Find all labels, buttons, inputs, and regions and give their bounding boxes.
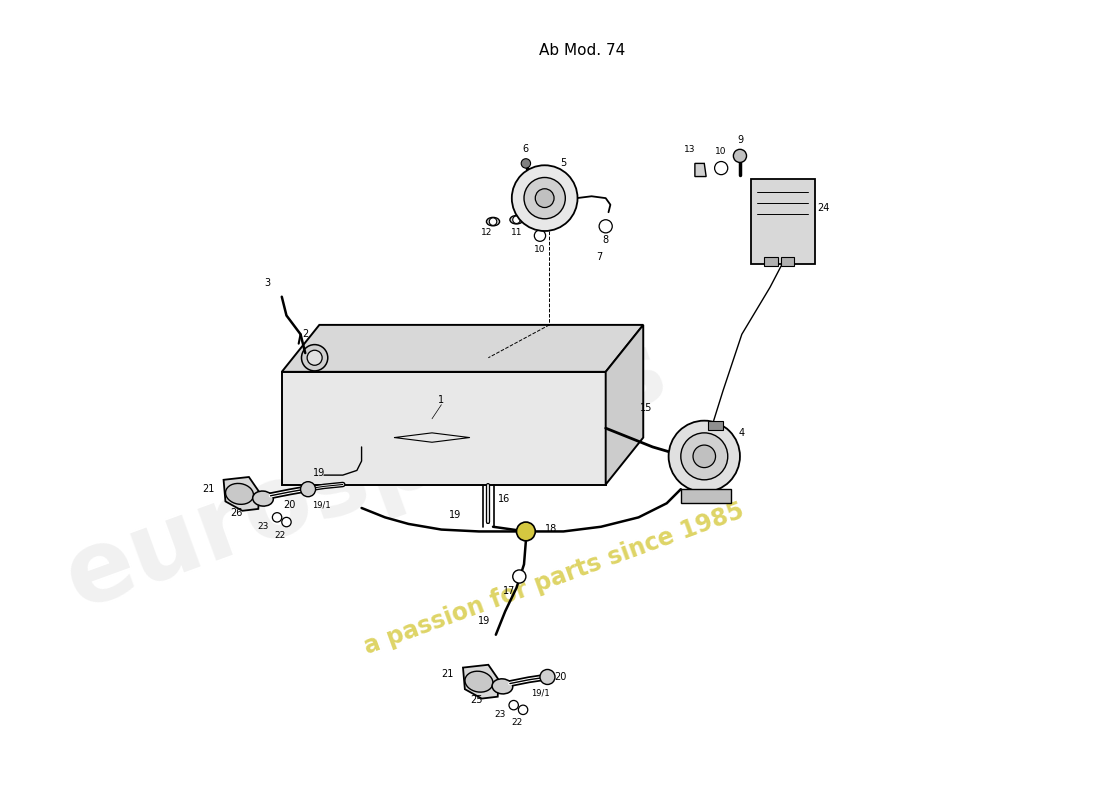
Circle shape <box>509 701 518 710</box>
Text: 24: 24 <box>817 202 829 213</box>
Circle shape <box>273 513 282 522</box>
Ellipse shape <box>465 671 493 692</box>
Circle shape <box>669 421 740 492</box>
Text: 16: 16 <box>497 494 510 503</box>
Polygon shape <box>282 325 644 372</box>
Circle shape <box>681 433 728 480</box>
Text: 10: 10 <box>535 246 546 254</box>
Polygon shape <box>223 477 260 510</box>
Text: 4: 4 <box>739 428 745 438</box>
Text: 25: 25 <box>470 695 483 706</box>
Text: 21: 21 <box>441 669 453 679</box>
Text: 7: 7 <box>596 252 602 262</box>
Ellipse shape <box>486 218 499 226</box>
Circle shape <box>715 162 728 174</box>
Circle shape <box>734 150 747 162</box>
Text: 19: 19 <box>477 616 490 626</box>
Bar <box>764 258 778 266</box>
Circle shape <box>600 220 613 233</box>
Circle shape <box>535 230 546 242</box>
Text: 12: 12 <box>481 228 492 238</box>
Text: 11: 11 <box>510 228 522 238</box>
Text: 18: 18 <box>544 524 557 534</box>
Circle shape <box>693 445 715 468</box>
Text: 8: 8 <box>603 235 608 246</box>
Circle shape <box>513 570 526 583</box>
Text: 19/1: 19/1 <box>530 689 549 698</box>
Text: 19: 19 <box>449 510 462 521</box>
Circle shape <box>490 218 497 226</box>
Polygon shape <box>681 489 730 503</box>
Circle shape <box>536 189 554 207</box>
Text: 6: 6 <box>522 144 529 154</box>
Bar <box>751 179 815 264</box>
Circle shape <box>282 518 292 526</box>
Text: 22: 22 <box>274 530 286 540</box>
Circle shape <box>307 350 322 366</box>
Text: eurospares: eurospares <box>53 322 680 629</box>
Circle shape <box>512 166 578 231</box>
Text: 17: 17 <box>503 586 515 595</box>
Polygon shape <box>695 163 706 177</box>
Bar <box>781 258 794 266</box>
Text: 13: 13 <box>684 145 696 154</box>
Circle shape <box>540 670 556 685</box>
Polygon shape <box>463 665 498 698</box>
Text: 1: 1 <box>438 395 444 405</box>
Text: 23: 23 <box>495 710 506 719</box>
Circle shape <box>300 482 316 497</box>
Circle shape <box>301 345 328 371</box>
Circle shape <box>513 216 520 223</box>
Text: 26: 26 <box>231 508 243 518</box>
Circle shape <box>517 522 536 541</box>
Text: Ab Mod. 74: Ab Mod. 74 <box>539 43 625 58</box>
Text: 2: 2 <box>302 330 308 339</box>
Text: 9: 9 <box>737 135 742 145</box>
Circle shape <box>524 178 565 218</box>
Text: 15: 15 <box>640 402 652 413</box>
Ellipse shape <box>226 483 253 504</box>
Ellipse shape <box>510 215 524 224</box>
Text: 22: 22 <box>510 718 522 727</box>
Text: 19: 19 <box>314 468 326 478</box>
Polygon shape <box>708 421 723 430</box>
Ellipse shape <box>253 491 273 506</box>
Text: 21: 21 <box>201 484 214 494</box>
Text: 5: 5 <box>560 158 566 168</box>
Text: 19/1: 19/1 <box>311 501 330 510</box>
Text: 10: 10 <box>715 146 727 156</box>
Ellipse shape <box>492 679 513 694</box>
Text: a passion for parts since 1985: a passion for parts since 1985 <box>361 498 747 658</box>
Circle shape <box>521 158 530 168</box>
Polygon shape <box>282 372 606 485</box>
Text: 20: 20 <box>283 500 296 510</box>
Text: 23: 23 <box>257 522 268 531</box>
Circle shape <box>518 705 528 714</box>
Text: 20: 20 <box>554 672 566 682</box>
Polygon shape <box>606 325 643 485</box>
Text: 3: 3 <box>265 278 271 288</box>
